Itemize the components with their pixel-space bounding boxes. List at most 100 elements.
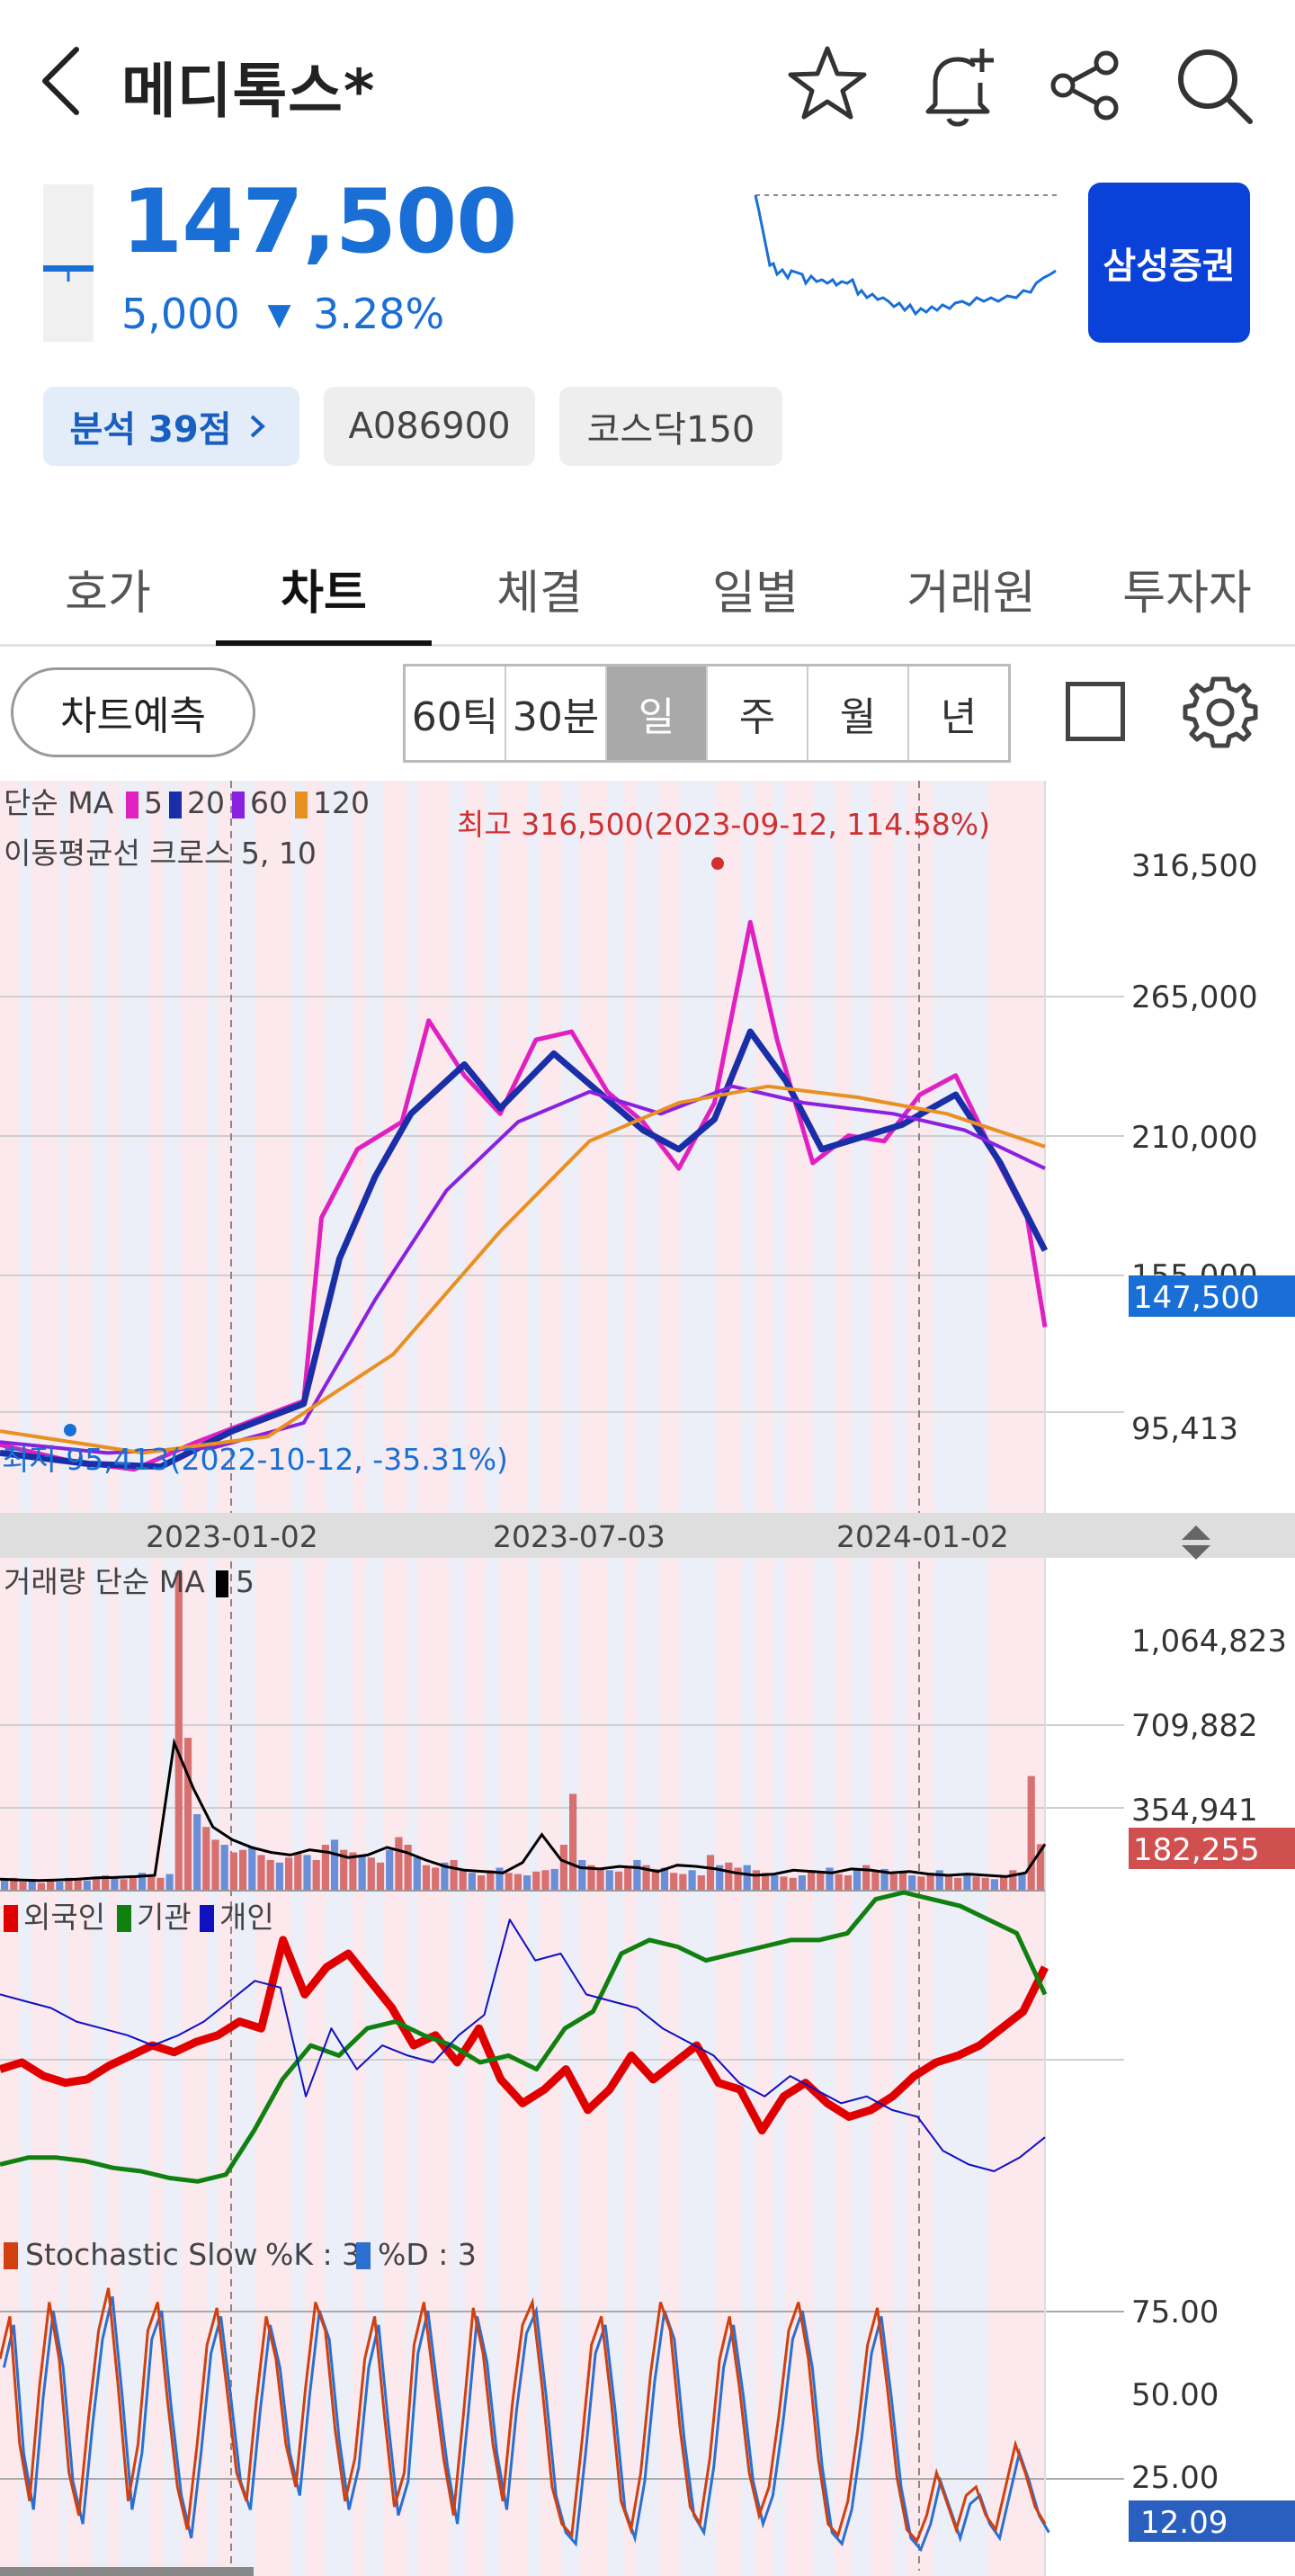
volume-bar [780,1876,788,1891]
stochastic-tick-50: 50.00 [1131,2377,1219,2413]
signal-band [813,781,835,2576]
volume-bar [487,1870,495,1891]
volume-bar [174,1572,183,1891]
date-tick-2023-07-03: 2023-07-03 [493,1519,665,1554]
volume-bar [826,1867,834,1891]
volume-bar [10,1877,18,1891]
period-year[interactable]: 년 [940,694,978,740]
signal-band [68,781,92,2576]
volume-bar [193,1814,201,1891]
chevron-right-icon [250,415,265,438]
volume-bar [935,1870,943,1891]
volume-bar [65,1877,73,1891]
stochastic-panel [0,2287,1050,2553]
volume-bar [798,1875,806,1891]
volume-bar [220,1845,228,1891]
signal-band [466,781,486,2576]
signal-band [0,781,20,2576]
volume-bar [578,1860,586,1891]
volume-bar [844,1875,852,1891]
signal-band [164,781,182,2576]
scroll-indicator[interactable] [0,2567,254,2576]
signal-band [20,781,32,2576]
volume-bar [28,1879,36,1891]
stock-chart[interactable]: 단순 MA 5 20 60 120 이동평균선 크로스 5, 10 최고 316… [0,781,1295,2576]
investor-line-0 [0,1936,1049,2135]
signal-band [527,781,540,2576]
volume-bar [596,1867,604,1891]
market-index-chip[interactable]: 코스닥150 [559,387,782,466]
volume-bar [47,1880,55,1891]
tab-trades[interactable]: 체결 [496,566,583,621]
current-volume-badge [1129,1828,1295,1869]
signal-band [450,781,466,2576]
fullscreen-button[interactable] [1066,682,1125,741]
price-tick-210000: 210,000 [1131,1120,1258,1156]
stochastic-d-line [2,2295,1050,2553]
alert-button[interactable] [908,36,1007,135]
search-button[interactable] [1165,36,1264,135]
current-volume-axis-label: 182,255 [1133,1832,1260,1868]
period-week[interactable]: 주 [708,666,808,760]
stochastic-tick-25: 25.00 [1131,2460,1219,2496]
signal-band [218,781,234,2576]
volume-bar [478,1875,486,1891]
volume-bar [642,1865,650,1891]
volume-bar [441,1862,449,1891]
period-30min[interactable]: 30분 [506,666,607,760]
current-price-axis-label: 147,500 [1133,1280,1260,1316]
price-tick-95413: 95,413 [1131,1411,1238,1447]
tab-chart[interactable]: 차트 [281,566,367,621]
volume-bar [266,1860,274,1891]
volume-bar [871,1871,880,1891]
volume-bar [404,1845,412,1891]
volume-bar [771,1875,779,1891]
volume-bar [725,1862,733,1891]
tab-daily[interactable]: 일별 [712,566,799,621]
signal-band [773,781,786,2576]
volume-bar [523,1875,531,1891]
volume-bar [239,1849,247,1891]
volume-bar [102,1875,110,1891]
chart-predict-button[interactable]: 차트예측 [11,667,255,757]
volume-bar [688,1870,696,1891]
share-button[interactable] [1036,36,1135,135]
period-60tick[interactable]: 60틱 [406,666,506,760]
volume-bar [120,1879,128,1891]
period-day[interactable]: 일 [607,666,708,760]
volume-bar [129,1875,137,1891]
tab-investors[interactable]: 투자자 [1122,566,1252,621]
period-month[interactable]: 월 [808,666,909,760]
broker-button[interactable]: 삼성증권 [1088,183,1250,343]
mini-candle [43,184,94,342]
signal-band [149,781,164,2576]
volume-bar [972,1876,980,1891]
chart-settings-button[interactable] [1180,672,1261,753]
volume-bar [917,1876,925,1891]
signal-band [182,781,207,2576]
tab-divider [0,644,1295,647]
volume-bar [1,1880,9,1891]
stochastic-d-label: %D : 3 [378,2237,477,2272]
volume-bar [312,1860,320,1891]
favorite-button[interactable] [778,36,877,135]
signal-band [234,781,255,2576]
investor-legend-individual: 개인 [219,1900,274,1935]
volume-bar [83,1880,91,1891]
analysis-score-chip[interactable]: 분석 39점 [43,387,299,466]
panel-resize-icon[interactable] [1182,1525,1210,1560]
price-panel [0,919,1049,1472]
ma-legend-prefix: 단순 MA [4,785,114,820]
signal-band [59,781,68,2576]
stochastic-legend-prefix: Stochastic Slow [25,2237,258,2272]
tab-orderbook[interactable]: 호가 [65,566,151,621]
signal-band [741,781,755,2576]
volume-bar [248,1847,256,1891]
volume-bar [944,1875,953,1891]
back-button[interactable] [27,36,99,126]
volume-bar [330,1839,339,1891]
tab-brokers[interactable]: 거래원 [906,566,1036,621]
volume-bar [651,1868,659,1891]
volume-bar [450,1860,458,1891]
signal-band [680,781,716,2576]
